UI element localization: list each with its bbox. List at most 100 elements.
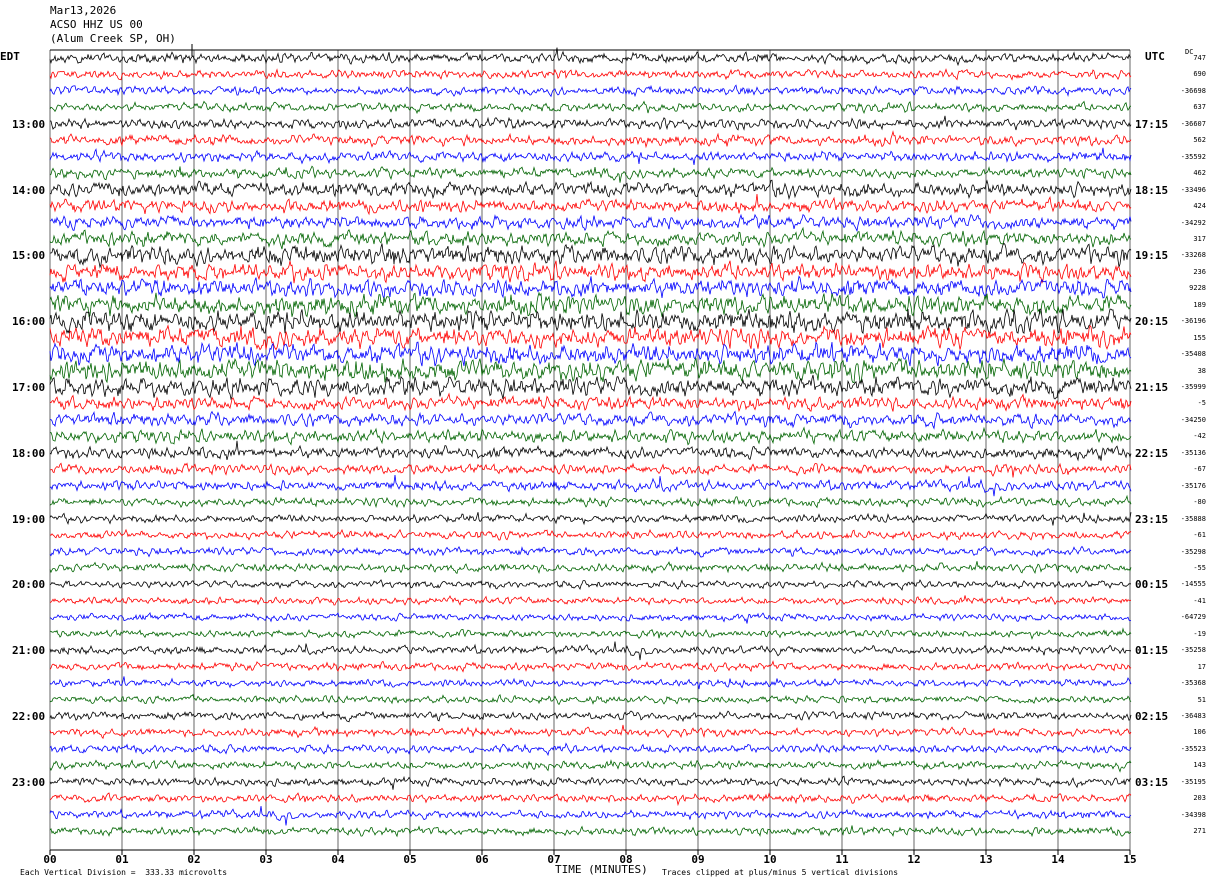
trace-line bbox=[49, 426, 1132, 446]
left-timezone-label: EDT bbox=[0, 50, 20, 63]
dc-offset-label: -14555 bbox=[1180, 580, 1206, 589]
dc-offset-label: 51 bbox=[1197, 695, 1206, 704]
dc-offset-label: 747 bbox=[1193, 54, 1206, 62]
dc-offset-label: -35592 bbox=[1180, 152, 1206, 161]
trace-line bbox=[49, 693, 1132, 706]
right-timezone-label: UTC bbox=[1145, 50, 1165, 63]
dc-offset-label: -61 bbox=[1193, 531, 1206, 540]
dc-offset-label: -5 bbox=[1197, 399, 1206, 408]
trace-line bbox=[49, 805, 1132, 826]
right-hour-label: 23:15 bbox=[1135, 512, 1169, 526]
trace-line bbox=[49, 374, 1132, 401]
trace-line bbox=[49, 710, 1132, 723]
dc-offset-label: 106 bbox=[1193, 728, 1206, 737]
trace-line bbox=[49, 341, 1132, 368]
trace-line bbox=[49, 260, 1132, 285]
right-hour-label: 20:15 bbox=[1135, 315, 1169, 329]
left-hour-label: 13:00 bbox=[12, 117, 46, 131]
trace-line bbox=[49, 528, 1132, 542]
trace-line bbox=[49, 165, 1132, 183]
trace-line bbox=[49, 742, 1132, 757]
right-hour-label: 21:15 bbox=[1135, 381, 1169, 394]
x-tick-label: 00 bbox=[43, 853, 56, 866]
right-hour-label: 19:15 bbox=[1135, 249, 1169, 263]
trace-line bbox=[49, 660, 1132, 673]
dc-offset-label: -34398 bbox=[1180, 810, 1206, 819]
dc-offset-label: -35195 bbox=[1180, 777, 1206, 786]
dc-offset-label: -36483 bbox=[1180, 712, 1206, 720]
trace-line bbox=[49, 440, 1132, 462]
dc-offset-label: 637 bbox=[1193, 103, 1206, 112]
x-tick-label: 03 bbox=[259, 853, 272, 866]
trace-line bbox=[49, 724, 1132, 740]
trace-line bbox=[49, 545, 1132, 558]
x-tick-label: 15 bbox=[1123, 853, 1136, 866]
dc-offset-label: -36196 bbox=[1180, 317, 1206, 326]
left-hour-label: 21:00 bbox=[12, 644, 46, 658]
x-tick-label: 12 bbox=[907, 853, 920, 866]
trace-line bbox=[49, 561, 1132, 575]
trace-line bbox=[49, 494, 1132, 509]
trace-line bbox=[49, 324, 1132, 351]
trace-line bbox=[49, 68, 1132, 81]
x-tick-label: 11 bbox=[835, 853, 849, 866]
trace-line bbox=[49, 291, 1132, 318]
station-location: (Alum Creek SP, OH) bbox=[50, 32, 176, 45]
scale-note: Each Vertical Division = 333.33 microvol… bbox=[20, 868, 228, 877]
dc-offset-label: 17 bbox=[1197, 662, 1206, 671]
trace-line bbox=[49, 130, 1132, 149]
dc-header-label: DC bbox=[1185, 48, 1194, 56]
trace-line bbox=[49, 242, 1132, 269]
dc-offset-label: -35523 bbox=[1180, 744, 1206, 753]
x-tick-label: 07 bbox=[547, 853, 560, 866]
dc-offset-label: 203 bbox=[1193, 794, 1206, 803]
trace-line bbox=[49, 825, 1132, 838]
trace-line bbox=[49, 357, 1132, 384]
dc-offset-label: -80 bbox=[1193, 498, 1206, 507]
trace-line bbox=[49, 100, 1132, 115]
x-axis-title: TIME (MINUTES) bbox=[555, 863, 648, 876]
dc-offset-label: -67 bbox=[1193, 465, 1206, 474]
dc-offset-label: 189 bbox=[1193, 300, 1206, 309]
dc-offset-label: -64729 bbox=[1180, 613, 1206, 622]
trace-line bbox=[49, 759, 1132, 773]
dc-offset-label: -35258 bbox=[1180, 646, 1206, 655]
trace-line bbox=[49, 627, 1132, 640]
left-hour-label: 23:00 bbox=[12, 775, 46, 789]
dc-offset-label: 317 bbox=[1193, 234, 1206, 243]
dc-offset-label: -34250 bbox=[1180, 415, 1206, 424]
plot-date: Mar13,2026 bbox=[50, 4, 117, 17]
right-hour-label: 00:15 bbox=[1135, 578, 1169, 592]
dc-offset-label: -33268 bbox=[1180, 251, 1206, 260]
dc-offset-label: -35999 bbox=[1180, 383, 1206, 391]
trace-line bbox=[49, 410, 1132, 430]
dc-offset-label: 424 bbox=[1193, 202, 1206, 211]
x-tick-label: 02 bbox=[187, 853, 200, 866]
trace-line bbox=[49, 179, 1132, 201]
x-tick-label: 01 bbox=[115, 853, 129, 866]
dc-offset-label: 562 bbox=[1193, 136, 1206, 145]
trace-line bbox=[49, 595, 1132, 606]
right-hour-label: 03:15 bbox=[1135, 775, 1169, 789]
dc-offset-label: -35298 bbox=[1180, 547, 1206, 556]
trace-line bbox=[49, 579, 1132, 591]
x-tick-label: 10 bbox=[763, 853, 776, 866]
trace-line bbox=[49, 193, 1132, 216]
x-tick-label: 14 bbox=[1051, 853, 1065, 866]
trace-line bbox=[49, 392, 1132, 413]
left-hour-label: 14:00 bbox=[12, 183, 46, 197]
trace-line bbox=[49, 213, 1132, 233]
trace-line bbox=[49, 676, 1132, 690]
clip-note: Traces clipped at plus/minus 5 vertical … bbox=[662, 868, 899, 877]
left-hour-label: 19:00 bbox=[12, 512, 46, 526]
x-tick-label: 05 bbox=[403, 853, 416, 866]
dc-offset-label: -35368 bbox=[1180, 679, 1206, 688]
trace-line bbox=[49, 641, 1131, 661]
trace-line bbox=[49, 512, 1132, 526]
dc-offset-label: -35176 bbox=[1180, 481, 1206, 490]
trace-line bbox=[49, 275, 1132, 300]
trace-line bbox=[49, 84, 1132, 98]
trace-line bbox=[49, 462, 1132, 478]
dc-offset-label: 690 bbox=[1193, 70, 1206, 79]
